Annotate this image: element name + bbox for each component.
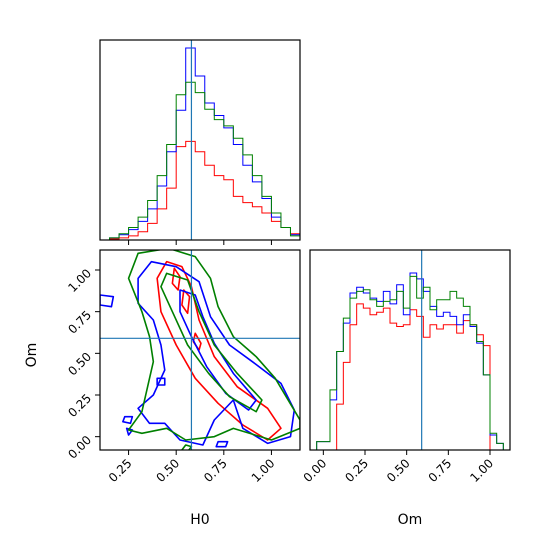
contour-x-tick-label: 0.75 [201,456,230,485]
hist-h0-frame [99,39,301,241]
contour-y-tick-label: 0.50 [65,350,94,379]
hist-series-0 [310,303,510,450]
contour-1-level-5 [215,440,229,448]
hist-om-x-tick-label: 0.00 [301,456,330,485]
contour-x-tick-label: 0.50 [154,456,183,485]
hist-om-x-tick-label: 0.25 [342,456,371,485]
hist-series-2 [100,81,300,240]
contour-frame [99,249,301,451]
hist-om-frame [309,249,511,451]
hist-om-x-tick-label: 0.50 [384,456,413,485]
hist-h0-panel [99,39,301,245]
contour-1-level-6 [156,377,166,386]
contour-1-level-3 [122,415,134,425]
x-axis-label-h0: H0 [190,512,209,528]
contour-x-tick-label: 0.25 [106,456,135,485]
contour-y-tick-label: 0.00 [65,433,94,462]
hist-om-x-tick-label: 1.00 [467,456,496,485]
contour-1-level-1 [179,289,257,411]
contour-2-level-0 [127,250,300,441]
contour-0-level-2 [181,289,191,315]
hist-series-0 [100,140,300,240]
contour-1-level-0 [137,260,296,446]
contour-0-level-1 [171,267,181,291]
contour-x-tick-label: 1.00 [249,456,278,485]
contour-2-level-2 [181,444,193,450]
contour-y-tick-label: 1.00 [65,266,94,295]
x-axis-label-om: Om [398,512,423,528]
contour-panel: 0.25 0.50 0.75 1.00 1.00 0.75 0.50 0.25 0.00 [65,249,301,485]
contour-y-tick-label: 0.75 [65,308,94,337]
hist-om-panel: 0.00 0.25 0.50 0.75 1.00 [301,249,511,485]
contour-1-level-2 [100,294,115,308]
hist-series-2 [310,275,510,450]
contour-2-level-1 [160,272,263,413]
contour-y-tick-label: 0.25 [65,391,94,420]
hist-series-1 [100,47,300,240]
y-axis-label-om: Om [24,343,40,368]
hist-om-x-tick-label: 0.75 [426,456,455,485]
